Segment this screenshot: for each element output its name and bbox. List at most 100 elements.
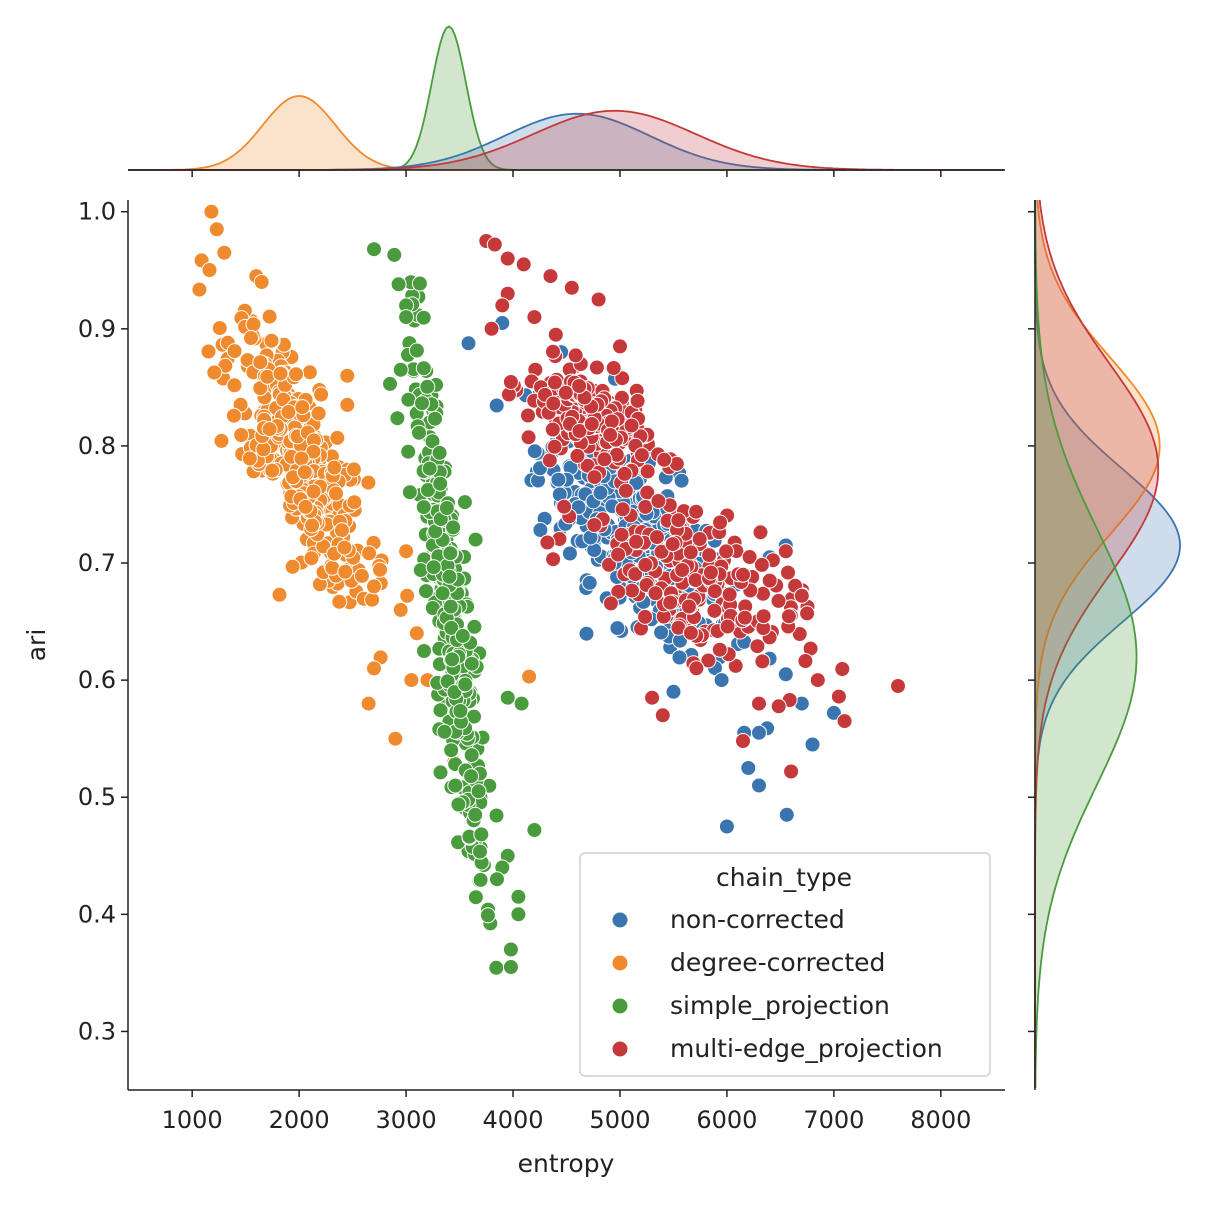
data-point	[688, 660, 705, 677]
axes	[127, 169, 1036, 1091]
data-point	[596, 451, 613, 468]
data-point	[637, 608, 654, 625]
data-point	[470, 783, 487, 800]
data-point	[301, 364, 318, 381]
data-point	[259, 368, 276, 385]
data-point	[809, 672, 826, 689]
data-point	[612, 338, 628, 355]
data-point	[777, 543, 794, 560]
data-point	[556, 498, 573, 515]
data-point	[510, 906, 527, 923]
data-point	[261, 308, 278, 325]
data-point	[271, 586, 288, 603]
data-point	[610, 546, 627, 563]
data-point	[353, 567, 370, 584]
data-point	[443, 742, 460, 759]
data-point	[777, 666, 794, 683]
data-point	[434, 585, 451, 602]
data-point	[360, 695, 377, 712]
data-point	[200, 343, 217, 360]
data-point	[520, 407, 536, 424]
data-point	[415, 499, 432, 516]
data-point	[390, 276, 407, 293]
data-point	[502, 959, 519, 975]
data-point	[825, 704, 842, 721]
data-point	[836, 713, 853, 730]
data-point	[571, 378, 588, 394]
right-kde-line	[1034, 200, 1138, 1088]
y-tick-label: 1.0	[78, 198, 116, 226]
data-point	[799, 605, 816, 622]
data-point	[225, 407, 242, 424]
data-point	[201, 262, 218, 278]
data-point	[542, 268, 559, 285]
data-point	[526, 309, 543, 326]
data-point	[336, 539, 353, 556]
data-point	[793, 587, 810, 604]
data-point	[578, 625, 595, 642]
data-point	[333, 522, 350, 539]
data-point	[590, 291, 607, 308]
data-point	[472, 871, 489, 888]
legend-items: non-corrected degree-corrected simple_proj…	[611, 905, 943, 1063]
data-point	[243, 330, 259, 346]
data-point	[297, 498, 314, 515]
x-tick-label: 7000	[803, 1106, 864, 1134]
data-point	[329, 429, 346, 446]
data-point	[545, 343, 561, 360]
data-point	[303, 550, 320, 567]
data-point	[515, 256, 532, 273]
data-point	[778, 806, 795, 823]
legend-marker	[611, 911, 629, 929]
legend: chain_type non-corrected degree-corrected…	[579, 852, 991, 1077]
data-point	[255, 441, 272, 458]
data-point	[603, 413, 620, 430]
data-point	[526, 443, 543, 460]
data-point	[754, 653, 771, 670]
data-point	[670, 512, 687, 529]
data-point	[706, 583, 723, 600]
data-point	[467, 889, 484, 906]
data-point	[488, 397, 505, 414]
data-point	[389, 410, 406, 427]
x-tick-label: 3000	[376, 1106, 437, 1134]
data-point	[411, 275, 428, 292]
data-point	[361, 545, 378, 562]
data-point	[226, 377, 243, 394]
data-point	[770, 592, 787, 609]
data-point	[427, 410, 443, 427]
data-point	[521, 668, 538, 685]
data-point	[644, 689, 661, 706]
data-point	[719, 618, 736, 635]
data-point	[294, 399, 311, 416]
data-point	[412, 562, 429, 579]
data-point	[436, 723, 453, 740]
data-point	[425, 559, 442, 576]
data-point	[191, 281, 208, 298]
y-tick-label: 0.8	[78, 432, 116, 460]
data-point	[761, 572, 778, 589]
data-point	[665, 683, 682, 700]
data-point	[418, 583, 434, 600]
data-point	[442, 545, 459, 562]
data-point	[419, 378, 436, 395]
data-point	[586, 469, 603, 486]
legend-box	[579, 852, 991, 1077]
data-point	[208, 221, 225, 238]
data-point	[416, 643, 432, 659]
data-point	[557, 384, 574, 401]
data-point	[547, 326, 564, 343]
data-point	[727, 657, 744, 674]
data-point	[550, 471, 567, 488]
data-point	[466, 618, 483, 635]
data-point	[467, 531, 484, 548]
data-point	[588, 359, 605, 376]
data-point	[272, 365, 289, 382]
data-point	[502, 941, 519, 958]
data-point	[797, 653, 814, 669]
data-point	[450, 796, 467, 813]
data-point	[203, 203, 220, 220]
data-point	[581, 574, 598, 591]
data-point	[431, 444, 448, 461]
